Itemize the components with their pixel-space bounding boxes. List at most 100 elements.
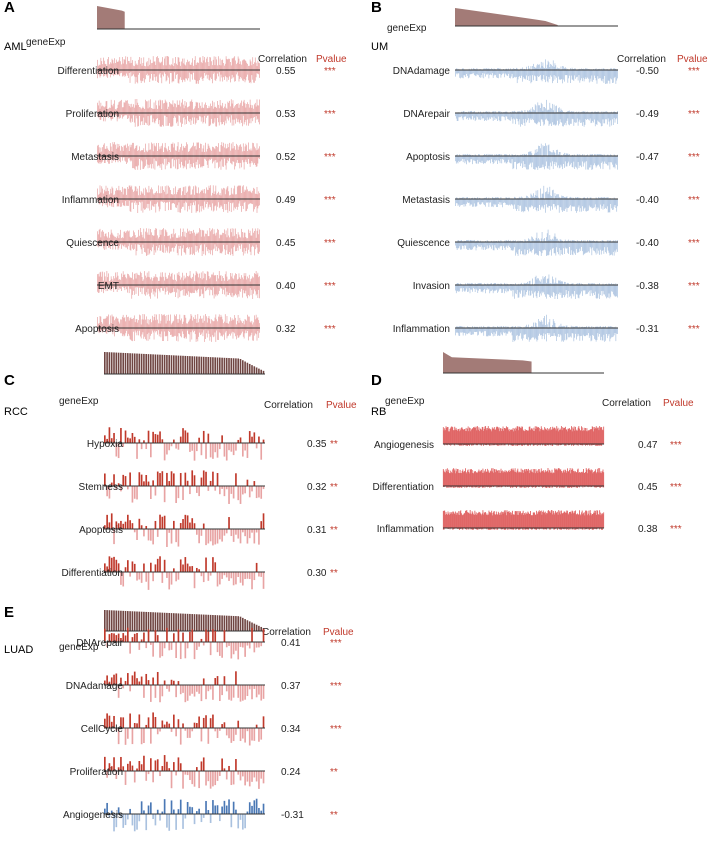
- score-bar: [251, 771, 253, 782]
- gene-exp-bar: [129, 353, 131, 374]
- score-bar: [216, 443, 219, 458]
- score-bar: [113, 633, 115, 642]
- score-bar: [196, 443, 198, 452]
- score-bar: [131, 765, 134, 771]
- row-apoptosis: Apoptosis 0.31 **: [79, 513, 338, 547]
- score-bar: [260, 443, 263, 460]
- score-bar: [159, 514, 161, 529]
- gene-exp-bar: [216, 357, 219, 374]
- score-bar: [104, 808, 106, 814]
- gene-exp-bar: [198, 356, 200, 374]
- score-bar: [129, 685, 131, 692]
- gene-exp-bar: [108, 610, 111, 631]
- score-bar: [253, 432, 256, 443]
- gene-exp-bar: [147, 354, 150, 374]
- score-bar: [179, 473, 182, 486]
- gene-exp-bar: [258, 368, 260, 374]
- score-bar: [127, 437, 129, 443]
- score-bar: [143, 685, 145, 698]
- signature-label: DNAdamage: [393, 66, 451, 77]
- score-bar: [225, 486, 228, 490]
- score-bar: [110, 438, 113, 443]
- score-bar: [202, 678, 205, 685]
- score-bar: [230, 642, 233, 659]
- score-bar: [255, 771, 258, 782]
- gene-exp-bar: [193, 614, 196, 631]
- score-bar: [166, 761, 168, 771]
- gene-exp-bar: [175, 613, 177, 631]
- score-bar: [166, 685, 168, 689]
- score-bar: [237, 720, 240, 728]
- signature-label: Hypoxia: [87, 439, 124, 450]
- score-bar: [106, 771, 108, 778]
- score-bar: [246, 529, 249, 544]
- score-bar: [124, 814, 127, 826]
- score-bar: [104, 680, 106, 685]
- score-bar: [150, 728, 152, 744]
- gene-exp-label: geneExp: [59, 396, 99, 407]
- score-bar: [131, 637, 134, 642]
- score-bar: [150, 758, 152, 771]
- gene-exp-bar: [104, 352, 106, 374]
- score-bar: [207, 685, 210, 692]
- score-bar: [145, 525, 148, 529]
- gene-exp-bar: [127, 353, 129, 374]
- score-bar: [117, 443, 120, 459]
- gene-exp-bar: [131, 353, 134, 374]
- gene-exp-bar: [166, 612, 168, 631]
- gene-exp-bar: [129, 611, 131, 631]
- score-bar: [115, 635, 118, 642]
- score-bar: [228, 642, 230, 646]
- score-bar: [196, 723, 198, 728]
- signature-label: DNAdamage: [66, 681, 124, 692]
- score-bar: [138, 714, 141, 728]
- score-bar: [117, 483, 120, 486]
- score-bar: [129, 642, 131, 654]
- score-bar: [189, 486, 191, 495]
- score-bar: [209, 685, 212, 690]
- gene-exp-bar: [255, 624, 258, 631]
- score-bar: [244, 443, 246, 451]
- score-bar: [143, 481, 145, 486]
- score-bar: [143, 728, 145, 743]
- score-bar: [221, 435, 223, 443]
- score-bar: [133, 723, 136, 728]
- score-bar: [200, 761, 203, 771]
- correlation-value: -0.50: [636, 66, 659, 77]
- score-bar: [198, 486, 200, 497]
- pvalue-stars: ***: [670, 440, 682, 451]
- score-bar: [212, 800, 214, 814]
- score-bar: [173, 809, 175, 814]
- score-bar: [200, 638, 203, 642]
- score-bar: [122, 633, 125, 642]
- score-bar: [239, 642, 242, 647]
- score-bar: [143, 632, 145, 642]
- score-bar: [161, 811, 164, 814]
- gene-exp-bar: [207, 357, 210, 374]
- gene-exp-bar: [228, 615, 230, 631]
- score-bar: [127, 814, 129, 820]
- score-bar: [228, 517, 230, 529]
- score-bar: [198, 771, 200, 789]
- score-bar: [196, 811, 198, 814]
- panel-label: B: [371, 0, 382, 16]
- score-bar: [223, 722, 226, 728]
- gene-exp-bar: [262, 370, 265, 374]
- score-bar: [242, 771, 244, 777]
- score-bar: [239, 685, 242, 702]
- score-bar: [120, 572, 122, 585]
- score-bar: [161, 685, 164, 697]
- pvalue-stars: ***: [324, 324, 336, 335]
- score-bar: [202, 642, 205, 646]
- correlation-value: -0.40: [636, 238, 659, 249]
- score-bar: [246, 572, 249, 579]
- score-bar: [221, 572, 223, 579]
- score-bar: [138, 761, 141, 771]
- score-bar: [186, 728, 189, 738]
- score-bar: [262, 685, 265, 699]
- score-bar: [196, 767, 198, 771]
- pvalue-stars: ***: [688, 195, 700, 206]
- score-bar: [225, 771, 228, 780]
- score-bar: [223, 676, 226, 685]
